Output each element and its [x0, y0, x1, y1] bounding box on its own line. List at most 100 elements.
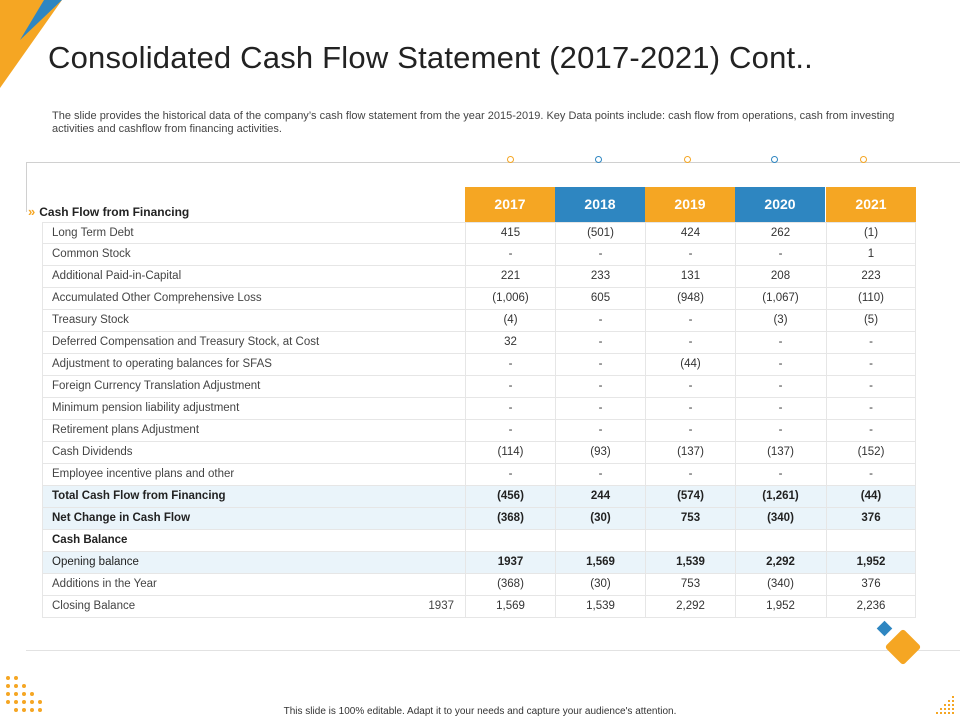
- cell-2019: -: [645, 464, 735, 485]
- cell-2018: -: [555, 420, 645, 441]
- table-row: Minimum pension liability adjustment - - - -…: [42, 398, 916, 420]
- cell-2019: 2,292: [645, 596, 735, 617]
- frame-left-line: [26, 162, 27, 212]
- row-left-border: [42, 552, 43, 573]
- cell-2020: 2,292: [735, 552, 825, 573]
- row-left-border: [42, 376, 43, 397]
- table-row: Adjustment to operating balances for SFA…: [42, 354, 916, 376]
- cell-2018: 1,539: [555, 596, 645, 617]
- cell-2018: (501): [555, 223, 645, 244]
- cell-2020: 262: [735, 223, 825, 244]
- grid-dot: [952, 704, 954, 706]
- cell-2017: -: [465, 464, 555, 485]
- cell-2017: (114): [465, 442, 555, 463]
- timeline-dot-2017: [507, 156, 514, 163]
- cell-2017: -: [465, 244, 555, 265]
- timeline-dot-2018: [595, 156, 602, 163]
- deco-dot: [22, 700, 26, 704]
- cell-2021: -: [826, 398, 916, 419]
- grid-dot: [944, 712, 946, 714]
- table-row: Employee incentive plans and other - - - - -: [42, 464, 916, 486]
- row-left-border: [42, 244, 43, 265]
- chevron-right-icon: »: [28, 204, 36, 219]
- cell-2021: (5): [826, 310, 916, 331]
- row-left-border: [42, 223, 43, 244]
- corner-accent: [0, 0, 62, 88]
- table-row: Additional Paid-in-Capital 221 233 131 208 22…: [42, 266, 916, 288]
- year-header-2020: 2020: [735, 187, 825, 222]
- deco-dot: [14, 684, 18, 688]
- row-label: Retirement plans Adjustment: [52, 424, 200, 436]
- deco-dot: [14, 676, 18, 680]
- row-left-border: [42, 398, 43, 419]
- timeline-dot-2020: [771, 156, 778, 163]
- cell-2018: 605: [555, 288, 645, 309]
- deco-dot: [30, 700, 34, 704]
- grid-dot: [948, 712, 950, 714]
- row-label: Additional Paid-in-Capital: [52, 270, 182, 282]
- grid-dot: [944, 704, 946, 706]
- row-label: Common Stock: [52, 248, 131, 260]
- row-label: Deferred Compensation and Treasury Stock…: [52, 336, 320, 348]
- cell-2018: 244: [555, 486, 645, 507]
- row-left-border: [42, 508, 43, 529]
- row-label: Employee incentive plans and other: [52, 468, 235, 480]
- cell-2018: -: [555, 376, 645, 397]
- row-label: Cash Dividends: [52, 446, 133, 458]
- slide-description: The slide provides the historical data o…: [52, 110, 895, 135]
- grid-dot: [944, 708, 946, 710]
- grid-dot: [940, 712, 942, 714]
- cell-2018: 1,569: [555, 552, 645, 573]
- row-label: Cash Balance: [52, 534, 128, 546]
- grid-dot: [948, 700, 950, 702]
- row-label: Total Cash Flow from Financing: [52, 490, 226, 502]
- cell-2021: [826, 530, 916, 551]
- row-left-border: [42, 574, 43, 595]
- frame-top-line: [26, 162, 960, 163]
- cell-2020: -: [735, 332, 825, 353]
- deco-dot: [6, 684, 10, 688]
- row-label: Additions in the Year: [52, 578, 157, 590]
- deco-dot: [6, 692, 10, 696]
- cell-2017: 221: [465, 266, 555, 287]
- cell-2021: 376: [826, 508, 916, 529]
- deco-dot: [22, 692, 26, 696]
- section-label: » Cash Flow from Financing: [28, 204, 189, 219]
- deco-dot: [30, 692, 34, 696]
- row-left-border: [42, 354, 43, 375]
- table-row: Closing Balance 1937 1,569 1,539 2,292 1,952 2…: [42, 596, 916, 618]
- table-body: Long Term Debt 415 (501) 424 262 (1) Common St…: [42, 222, 916, 618]
- footer-note: This slide is 100% editable. Adapt it to…: [283, 706, 677, 717]
- cell-2020: -: [735, 376, 825, 397]
- row-extra-value: 1937: [428, 600, 454, 612]
- row-label: Long Term Debt: [52, 227, 134, 239]
- frame-bottom-line: [26, 650, 960, 651]
- row-left-border: [42, 288, 43, 309]
- cell-2017: -: [465, 420, 555, 441]
- cell-2019: (44): [645, 354, 735, 375]
- row-left-border: [42, 464, 43, 485]
- cell-2021: 376: [826, 574, 916, 595]
- cell-2019: -: [645, 332, 735, 353]
- row-left-border: [42, 420, 43, 441]
- cell-2017: (1,006): [465, 288, 555, 309]
- cell-2019: -: [645, 376, 735, 397]
- year-header-2017: 2017: [465, 187, 555, 222]
- cell-2021: -: [826, 420, 916, 441]
- row-left-border: [42, 266, 43, 287]
- row-label: Opening balance: [52, 556, 139, 568]
- cash-flow-table: » Cash Flow from Financing 2017 2018 2019 20…: [28, 187, 916, 618]
- deco-dot: [38, 708, 42, 712]
- grid-dot: [952, 708, 954, 710]
- cell-2017: 1937: [465, 552, 555, 573]
- cell-2020: 1,952: [735, 596, 825, 617]
- cell-2019: (948): [645, 288, 735, 309]
- diamond-decoration: [876, 620, 921, 665]
- cell-2017: 1,569: [465, 596, 555, 617]
- cell-2020: (1,067): [735, 288, 825, 309]
- cell-2017: -: [465, 354, 555, 375]
- cell-2020: (3): [735, 310, 825, 331]
- year-header-2019: 2019: [645, 187, 735, 222]
- cell-2021: -: [826, 354, 916, 375]
- cell-2021: (110): [826, 288, 916, 309]
